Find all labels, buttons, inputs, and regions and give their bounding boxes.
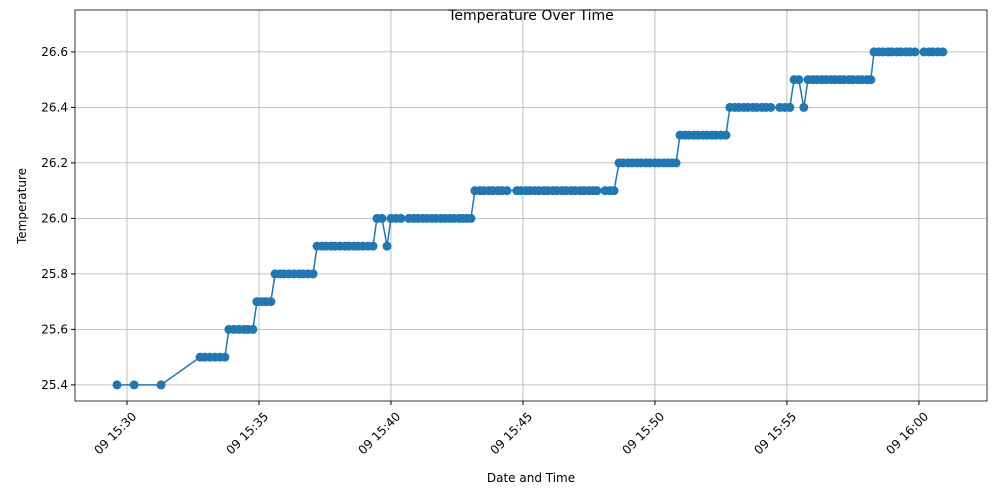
data-point <box>785 102 795 112</box>
data-point <box>721 130 731 140</box>
data-point <box>156 380 166 390</box>
y-tick-label: 26.4 <box>41 100 68 114</box>
x-tick-label: 09 15:45 <box>487 409 535 457</box>
data-point <box>220 352 230 362</box>
data-point <box>466 213 476 223</box>
x-tick-label: 09 16:00 <box>883 409 931 457</box>
data-point <box>266 297 276 307</box>
data-point <box>866 75 876 85</box>
y-tick-label: 25.6 <box>41 322 68 336</box>
data-point <box>592 186 602 196</box>
x-axis-label: Date and Time <box>487 471 575 485</box>
data-point <box>671 158 681 168</box>
data-point <box>910 47 920 57</box>
data-point <box>248 324 258 334</box>
y-tick-label: 25.4 <box>41 378 68 392</box>
data-point <box>799 102 809 112</box>
x-tick-label: 09 15:35 <box>223 409 271 457</box>
x-tick-label: 09 15:50 <box>619 409 667 457</box>
data-point <box>377 213 387 223</box>
y-tick-label: 26.2 <box>41 156 68 170</box>
x-tick-label: 09 15:55 <box>751 409 799 457</box>
data-point <box>502 186 512 196</box>
data-point <box>609 186 619 196</box>
y-tick-label: 26.6 <box>41 45 68 59</box>
x-tick-label: 09 15:40 <box>355 409 403 457</box>
plot-frame <box>74 9 988 402</box>
y-tick-label: 26.0 <box>41 211 68 225</box>
data-point <box>308 269 318 279</box>
y-axis-label: Temperature <box>15 168 29 245</box>
y-tick-label: 25.8 <box>41 267 68 281</box>
x-tick-label: 09 15:30 <box>91 409 139 457</box>
data-point <box>766 102 776 112</box>
data-point <box>382 241 392 251</box>
data-point <box>129 380 139 390</box>
chart-title: Temperature Over Time <box>447 8 614 24</box>
data-point <box>368 241 378 251</box>
data-point <box>396 213 406 223</box>
data-point <box>938 47 948 57</box>
data-point <box>112 380 122 390</box>
data-point <box>794 75 804 85</box>
